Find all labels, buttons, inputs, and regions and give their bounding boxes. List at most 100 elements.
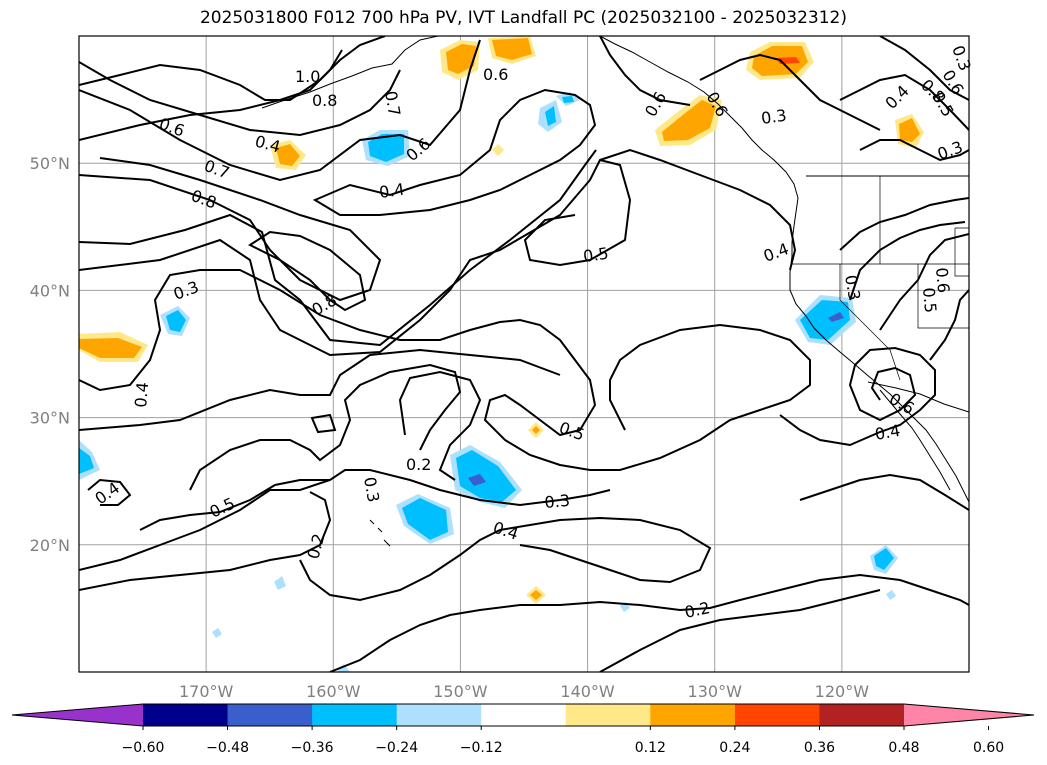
pv-contour xyxy=(79,49,343,141)
us-mexico-border xyxy=(867,381,969,413)
pv-contour xyxy=(79,157,382,302)
contour-label: 0.6 xyxy=(483,65,508,84)
pv-contour xyxy=(79,348,561,431)
contour-label: 0.4 xyxy=(131,381,152,408)
colorbar-extend-high xyxy=(904,704,1034,726)
colorbar-tick-label: 0.24 xyxy=(719,740,750,756)
contour-label: 0.4 xyxy=(378,180,406,202)
latitude-tick-label: 50°N xyxy=(30,154,70,173)
map-title: 2025031800 F012 700 hPa PV, IVT Landfall… xyxy=(199,8,847,28)
contour-label: 0.5 xyxy=(582,244,610,266)
pv-contour xyxy=(79,36,386,101)
pv-contour xyxy=(599,36,691,106)
contour-label: 0.3 xyxy=(841,273,864,301)
pv-contour xyxy=(779,346,936,447)
pv-contour xyxy=(189,363,462,491)
pv-contour xyxy=(79,61,401,137)
longitude-tick-label: 170°W xyxy=(179,682,234,701)
colorbar-segment xyxy=(227,704,313,726)
pv-contour xyxy=(79,469,611,571)
colorbar-segment xyxy=(819,704,905,726)
positive-anomaly-patch xyxy=(79,332,148,362)
pv-contour xyxy=(859,139,969,162)
pv-contour xyxy=(79,269,811,471)
pv-contour xyxy=(929,289,969,361)
pv-contour xyxy=(879,233,969,331)
map-background xyxy=(79,36,969,672)
pv-contour xyxy=(849,221,966,301)
pv-contour xyxy=(312,88,597,216)
colorbar-extend-low xyxy=(12,704,143,726)
colorbar-segment xyxy=(396,704,482,726)
negative-anomaly-patch xyxy=(795,295,856,345)
colorbar-tick-label: 0.48 xyxy=(888,740,919,756)
colorbar-tick-label: −0.48 xyxy=(206,740,249,756)
pv-contour xyxy=(599,148,797,271)
positive-anomaly-patch xyxy=(492,144,546,604)
contour-label: 0.3 xyxy=(760,106,788,128)
colorbar-tick-label: 0.60 xyxy=(973,740,1004,756)
contour-label: 0.3 xyxy=(544,491,571,512)
pv-contour xyxy=(79,491,332,591)
pv-contour xyxy=(79,158,632,357)
colorbar-segment xyxy=(650,704,736,726)
pv-contours xyxy=(79,36,969,672)
contour-label: 0.8 xyxy=(312,91,337,110)
longitude-tick-label: 140°W xyxy=(560,682,615,701)
hawaii-islands xyxy=(369,519,391,547)
colorbar-tick-label: −0.60 xyxy=(122,740,165,756)
pv-contour xyxy=(299,516,712,602)
longitude-tick-label: 120°W xyxy=(815,682,870,701)
pv-contour xyxy=(310,413,337,434)
negative-anomaly-patch xyxy=(396,494,454,544)
longitude-tick-label: 150°W xyxy=(433,682,488,701)
latitude-tick-label: 30°N xyxy=(30,409,70,428)
pv-contour xyxy=(79,39,481,182)
contour-label: 0.4 xyxy=(873,421,901,444)
pv-contour xyxy=(87,478,132,506)
pv-contour xyxy=(839,197,969,251)
contour-label: 0.2 xyxy=(406,455,431,474)
pv-contour xyxy=(599,589,881,672)
contour-label: 0.3 xyxy=(360,475,383,503)
longitude-labels: 170°W 160°W 150°W 140°W 130°W 120°W xyxy=(179,682,869,701)
pv-contour xyxy=(247,230,367,312)
pv-contour xyxy=(329,573,969,672)
positive-anomaly-patch xyxy=(270,140,306,170)
contour-label: 1.0 xyxy=(295,67,320,86)
pv-contour xyxy=(139,479,330,531)
pv-contour xyxy=(79,149,597,347)
longitude-tick-label: 160°W xyxy=(306,682,361,701)
colorbar-tick-label: −0.12 xyxy=(460,740,503,756)
latitude-labels: 50°N 40°N 30°N 20°N xyxy=(30,154,70,555)
positive-anomaly-patch xyxy=(655,95,722,146)
colorbar-segment xyxy=(143,704,229,726)
pv-contour xyxy=(699,53,881,131)
latitude-tick-label: 20°N xyxy=(30,536,70,555)
contour-label: 0.2 xyxy=(683,598,712,622)
pv-contour xyxy=(398,370,482,481)
contour-label: 0.5 xyxy=(919,287,940,314)
negative-anomaly-patch xyxy=(160,306,190,336)
positive-anomaly-patch xyxy=(895,114,924,148)
state-borders xyxy=(792,176,969,381)
colorbar-segment xyxy=(481,704,567,726)
contour-label: 0.7 xyxy=(381,89,404,117)
map-frame xyxy=(78,35,970,673)
north-america-west-coast xyxy=(599,36,969,503)
pv-contour xyxy=(799,473,969,511)
longitude-tick-label: 130°W xyxy=(688,682,743,701)
colorbar-segment xyxy=(312,704,398,726)
baja-california-coast xyxy=(879,389,951,491)
colorbar-tick-label: −0.36 xyxy=(291,740,334,756)
pv-contour xyxy=(839,73,969,131)
colorbar-segment xyxy=(565,704,651,726)
pv-contour xyxy=(879,36,969,101)
negative-anomaly-patch xyxy=(79,440,898,672)
negative-anomaly-patch xyxy=(450,445,522,508)
colorbar-segment xyxy=(734,704,820,726)
contour-label: 0.6 xyxy=(932,267,953,294)
latitude-tick-label: 40°N xyxy=(30,281,70,300)
colorbar-tick-label: −0.24 xyxy=(375,740,418,756)
